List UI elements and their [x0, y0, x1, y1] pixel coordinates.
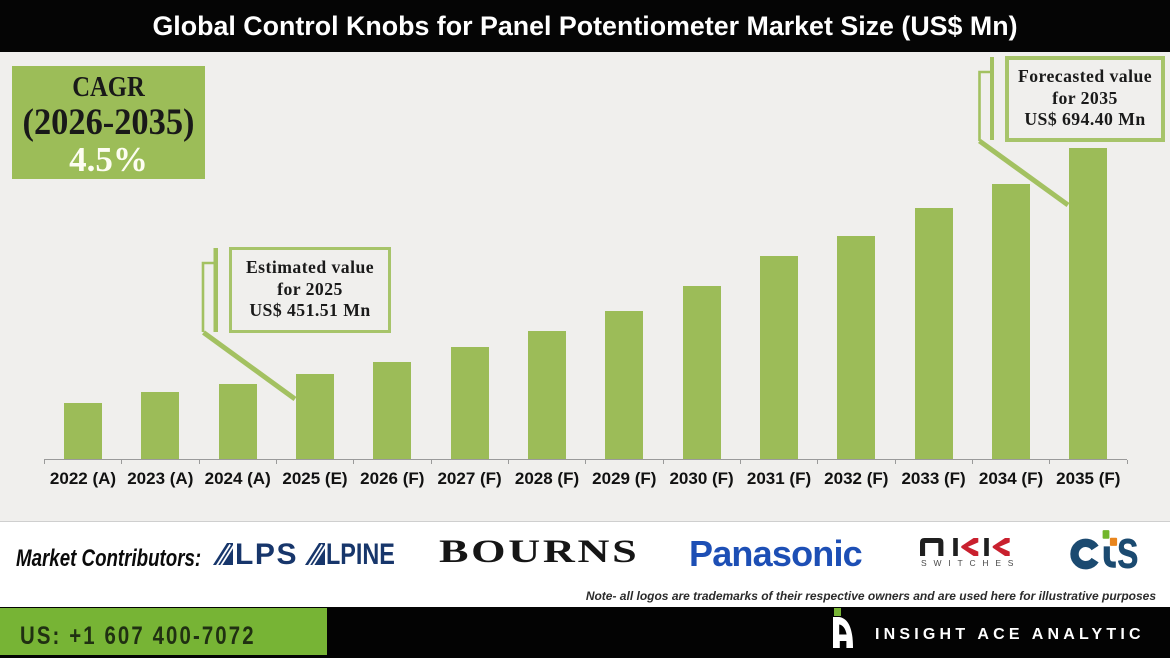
svg-text:s: s — [1117, 528, 1140, 572]
